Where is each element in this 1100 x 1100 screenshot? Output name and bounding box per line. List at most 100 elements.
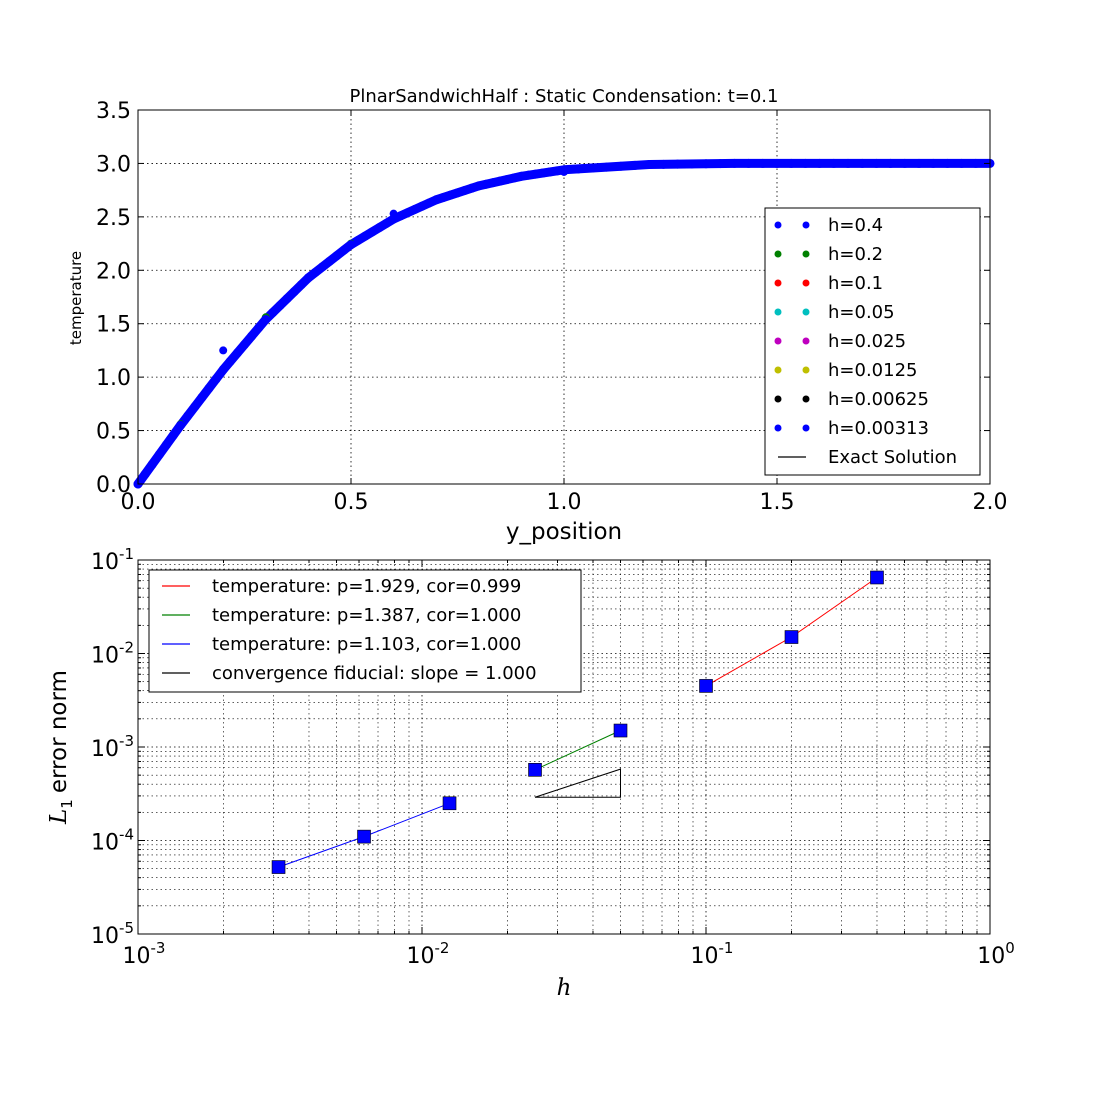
square-marker xyxy=(442,796,457,811)
tick-exponent: -3 xyxy=(119,732,134,750)
data-point xyxy=(382,218,391,228)
top-x-tick-label: 2.0 xyxy=(973,490,1008,515)
bottom-x-tick-label: 10-2 xyxy=(407,939,450,969)
legend-marker xyxy=(774,279,782,287)
square-marker xyxy=(528,763,542,777)
data-point xyxy=(495,176,505,186)
data-point xyxy=(332,251,342,261)
data-point xyxy=(900,158,910,168)
square-marker xyxy=(271,860,286,874)
data-point xyxy=(438,192,448,202)
legend-marker xyxy=(802,366,810,374)
data-point xyxy=(701,159,711,169)
data-point xyxy=(218,365,228,375)
tick-exponent: -1 xyxy=(119,545,134,563)
tick-exponent: 0 xyxy=(1005,939,1015,957)
legend-marker xyxy=(802,221,810,229)
top-legend: h=0.4 h=0.2 h=0.1 h=0.05 h=0.025 h=0.0125 h=0.… xyxy=(764,207,981,476)
bottom-y-tick-label: 10-5 xyxy=(91,919,134,949)
bottom-legend: temperature: p=1.929, cor=0.999 temperatu… xyxy=(148,569,582,693)
data-point xyxy=(176,420,186,430)
data-point xyxy=(353,235,363,245)
tick-exponent: -2 xyxy=(435,939,450,957)
top-y-tick-label: 2.0 xyxy=(96,259,131,284)
bottom-y-axis-label: L1 error norm xyxy=(46,670,76,825)
bottom-y-tick-label: 10-3 xyxy=(91,732,134,762)
legend-marker xyxy=(774,366,782,374)
legend-label: h=0.00625 xyxy=(828,389,929,410)
data-point xyxy=(445,190,455,200)
tick-base: 10 xyxy=(407,944,435,969)
data-point xyxy=(367,227,377,237)
data-point xyxy=(481,179,491,189)
data-point xyxy=(552,166,562,176)
data-point xyxy=(225,356,235,366)
data-point xyxy=(154,450,164,460)
data-point xyxy=(424,198,434,208)
data-point xyxy=(282,294,292,304)
top-y-axis-label: temperature xyxy=(67,251,85,345)
top-y-tick-label: 0.0 xyxy=(96,473,131,498)
data-point xyxy=(800,158,810,168)
top-y-tick-label: 1.5 xyxy=(96,313,131,338)
ylabel-subscript: 1 xyxy=(58,799,76,809)
legend-marker xyxy=(774,337,782,345)
top-y-tick-label: 3.0 xyxy=(96,152,131,177)
data-point xyxy=(460,185,470,195)
data-point xyxy=(687,159,697,169)
bottom-x-tick-label: 10-3 xyxy=(123,939,166,969)
data-point xyxy=(161,440,171,450)
data-point xyxy=(289,287,299,297)
legend-marker xyxy=(774,221,782,229)
data-point xyxy=(254,323,264,333)
bottom-x-tick-label: 100 xyxy=(977,939,1015,969)
legend-label: temperature: p=1.103, cor=1.000 xyxy=(212,634,521,655)
tick-base: 10 xyxy=(977,944,1005,969)
tick-base: 10 xyxy=(91,644,119,669)
data-point xyxy=(602,162,612,172)
legend-marker xyxy=(802,424,810,432)
legend-label: temperature: p=1.929, cor=0.999 xyxy=(212,576,521,597)
tick-exponent: -1 xyxy=(719,939,734,957)
data-point xyxy=(516,171,526,181)
square-marker xyxy=(613,723,628,738)
chart-title: PlnarSandwichHalf : Static Condensation:… xyxy=(350,86,779,107)
legend-label: convergence fiducial: slope = 1.000 xyxy=(212,663,537,684)
data-point xyxy=(431,195,441,205)
data-point xyxy=(843,158,853,168)
convergence-fiducial-triangle xyxy=(534,768,622,798)
data-point xyxy=(644,159,654,169)
data-point xyxy=(389,214,399,224)
data-point xyxy=(559,165,569,175)
top-x-axis-label: y_position xyxy=(506,519,622,545)
tick-base: 10 xyxy=(91,924,119,949)
data-point xyxy=(417,201,427,211)
tick-exponent: -5 xyxy=(119,919,134,937)
data-point xyxy=(957,158,967,168)
legend-marker xyxy=(774,395,782,403)
data-point xyxy=(942,158,952,168)
data-point xyxy=(240,340,249,350)
bottom-y-tick-label: 10-1 xyxy=(91,545,134,575)
bottom-x-axis-label: h xyxy=(557,975,572,1001)
data-point xyxy=(360,231,370,241)
data-point xyxy=(453,188,462,198)
ylabel-base: L xyxy=(46,809,72,825)
data-point xyxy=(325,256,335,266)
data-point xyxy=(261,314,271,324)
square-marker xyxy=(870,570,884,585)
series-line xyxy=(534,730,621,771)
data-point xyxy=(587,163,597,173)
temperature-profile-chart: PlnarSandwichHalf : Static Condensation:… xyxy=(67,86,1008,545)
bottom-data-markers xyxy=(271,570,884,874)
legend-box xyxy=(764,207,981,476)
data-point xyxy=(311,267,320,277)
data-point xyxy=(829,158,839,168)
top-data-points xyxy=(133,158,981,489)
legend-label: h=0.05 xyxy=(828,302,895,323)
tick-base: 10 xyxy=(91,550,119,575)
data-point xyxy=(871,158,881,168)
legend-label: h=0.0125 xyxy=(828,360,917,381)
